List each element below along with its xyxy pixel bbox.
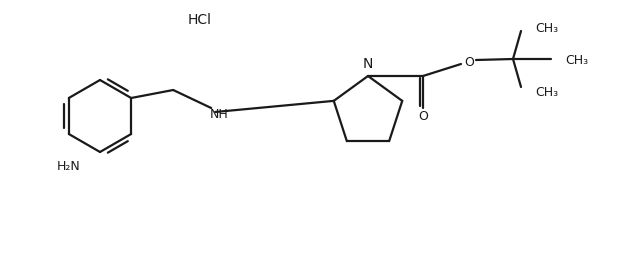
Text: N: N	[363, 57, 373, 71]
Text: CH₃: CH₃	[535, 85, 558, 98]
Text: NH: NH	[210, 107, 228, 120]
Text: O: O	[418, 110, 428, 123]
Text: O: O	[464, 55, 474, 68]
Text: H₂N: H₂N	[56, 160, 80, 173]
Text: CH₃: CH₃	[535, 21, 558, 34]
Text: CH₃: CH₃	[565, 53, 588, 66]
Text: HCl: HCl	[188, 13, 212, 27]
